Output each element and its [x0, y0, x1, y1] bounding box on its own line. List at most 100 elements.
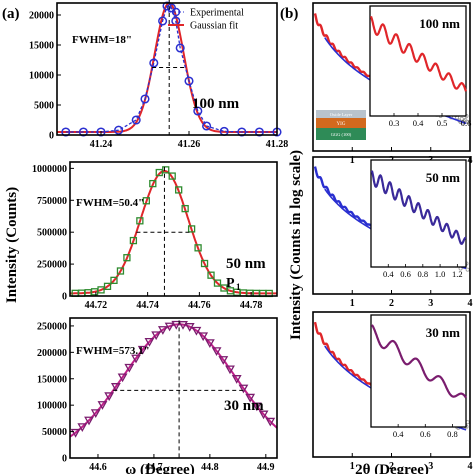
plot-b3-inset-label: 30 nm	[426, 325, 460, 340]
plot-a2-data-point	[207, 271, 215, 279]
plot-b3-inset-xtick-label: 0.6	[420, 429, 431, 439]
plot-b2-inset-xtick-label: 1.2	[452, 269, 463, 279]
plot-a1-data-line	[65, 5, 277, 133]
plot-a2-data-point	[168, 172, 176, 180]
plot-b1-inset-xtick-label: 0.6	[461, 118, 472, 128]
plot-b3-inset-xtick-label: 0.4	[393, 429, 404, 439]
legend-label-fit: Gaussian fit	[190, 21, 238, 32]
plot-a1-data-point	[166, 3, 176, 13]
film-label-30nm: 30 nm	[224, 398, 264, 414]
plot-a3-data-point	[178, 321, 188, 330]
plot-a3-data-point	[164, 322, 175, 332]
plot-a2-data-point	[103, 282, 112, 291]
x-axis-label-b: 2θ (Degree)	[355, 462, 429, 474]
plot-a3-xtick-label: 44.8	[201, 462, 219, 473]
plot-a2-ytick-label: 0	[62, 292, 67, 303]
fwhm-label-50nm: FWHM=50.4"	[76, 197, 144, 209]
layer-oxide	[316, 110, 366, 118]
plot-b1-inset-curve	[369, 15, 468, 92]
plot-a3-data-point	[157, 326, 168, 335]
plot-b1-xtick-label: 1	[350, 155, 355, 166]
plot-a1-ytick-label: 10000	[29, 71, 54, 82]
plot-b2-inset-curve	[370, 170, 467, 245]
plot-b2-xtick-label: 4	[468, 298, 473, 309]
plot-a3-data-point	[90, 409, 101, 419]
plot-a2-data-point	[187, 225, 196, 233]
plot-a2-data-point	[181, 204, 189, 213]
plot-a2-xtick-label: 44.72	[85, 300, 108, 311]
plot-b2-inset-label: 50 nm	[426, 170, 460, 185]
plot-a3-data-point	[144, 337, 155, 347]
peak-label-p1-subscript: 1	[236, 282, 241, 292]
plot-a1-data-point	[202, 121, 212, 131]
plot-a2-data-point	[213, 279, 222, 287]
plot-a3-xtick-label: 44.6	[89, 462, 107, 473]
x-axis-label-a: ω (Degree)	[125, 462, 194, 474]
plot-a3-data-point	[204, 339, 215, 349]
plot-b1-inset-label: 100 nm	[419, 16, 460, 31]
plot-a3-data-point	[117, 373, 128, 383]
plot-a3-fit-line	[69, 323, 278, 438]
y-axis-label-a: Intensity (Counts)	[4, 187, 20, 303]
plot-a3-ytick-label: 200000	[37, 348, 67, 359]
plot-a2-data-point	[136, 217, 144, 225]
plot-b1-inset-xtick-label: 0.4	[413, 118, 424, 128]
plot-a2-ytick-label: 750000	[37, 196, 67, 207]
plot-b2-inset-xtick-label: 0.6	[400, 269, 411, 279]
layer-ggg-label: GGG (100)	[331, 132, 352, 137]
plot-a3-ytick-label: 150000	[37, 374, 67, 385]
plot-a3-data-point	[218, 356, 229, 365]
plot-a3-xtick-label: 44.7	[145, 462, 163, 473]
plot-b2-xtick-label: 3	[428, 298, 433, 309]
plot-b3-inset-curve	[371, 324, 467, 399]
plot-a2-xtick-label: 44.74	[136, 300, 159, 311]
plot-a2-data-point	[142, 197, 150, 205]
plot-a2-ytick-label: 1000000	[32, 164, 67, 175]
plot-a1-data-point	[149, 58, 159, 68]
plot-a1-data-point	[175, 43, 185, 53]
plot-a3-data-point	[77, 423, 88, 432]
plot-a2-data-point	[175, 186, 183, 194]
plot-a3-data-point	[124, 363, 135, 373]
y-axis-label-b: Intensity (Counts in log scale)	[288, 150, 304, 340]
plot-a3-data-point	[225, 365, 235, 375]
plot-a3-ytick-label: 50000	[42, 427, 67, 438]
plot-b3-xtick-label: 4	[468, 461, 473, 472]
plot-a1-xtick-label: 41.26	[178, 139, 201, 150]
plot-a2-data-point	[116, 267, 125, 275]
plot-b2-inset-xtick-label: 1.0	[435, 269, 446, 279]
plot-a2-ytick-label: 500000	[37, 228, 67, 239]
plot-a3-data-point	[171, 320, 182, 330]
plot-b2-xtick-label: 2	[389, 298, 394, 309]
plot-a3-data-point	[84, 416, 94, 426]
peak-label-p1: P	[226, 276, 235, 291]
plot-b3-xtick-label: 2	[389, 461, 394, 472]
plot-a2-data-point	[162, 166, 170, 174]
plot-a3-data-point	[251, 402, 262, 412]
fwhm-label-30nm: FWHM=573.1"	[76, 345, 150, 357]
plot-a3-data-point	[231, 375, 242, 384]
layer-yig-label: YIG	[337, 122, 346, 127]
plot-a3-xtick-label: 44.9	[257, 462, 275, 473]
plot-a3-data-point	[70, 428, 81, 438]
plot-a2-data-point	[110, 276, 118, 285]
film-label-100nm: 100 nm	[192, 96, 240, 112]
plot-b3-inset-frame	[370, 314, 467, 428]
plot-a3-data-point	[137, 345, 148, 355]
film-label-50nm: 50 nm	[226, 256, 266, 272]
plot-a1-xtick-label: 41.28	[266, 139, 289, 150]
plot-a2-ytick-label: 250000	[37, 260, 67, 271]
plot-b2-inset-frame	[370, 159, 467, 268]
plot-a3-data-point	[151, 331, 162, 341]
plot-a2-xtick-label: 44.76	[188, 300, 211, 311]
plot-a3-data-point	[265, 417, 276, 427]
plot-a1-xtick-label: 41.24	[90, 139, 113, 150]
plot-a2-data-point	[129, 236, 138, 245]
plot-a3-ytick-label: 250000	[37, 321, 67, 332]
legend-label-experimental: Experimental	[190, 8, 244, 19]
plot-a3-frame	[69, 317, 278, 459]
plot-a1-ytick-label: 20000	[29, 11, 54, 22]
plot-b3-inset-xtick-label: 0.8	[447, 429, 458, 439]
plot-a1-data-point	[114, 125, 124, 135]
